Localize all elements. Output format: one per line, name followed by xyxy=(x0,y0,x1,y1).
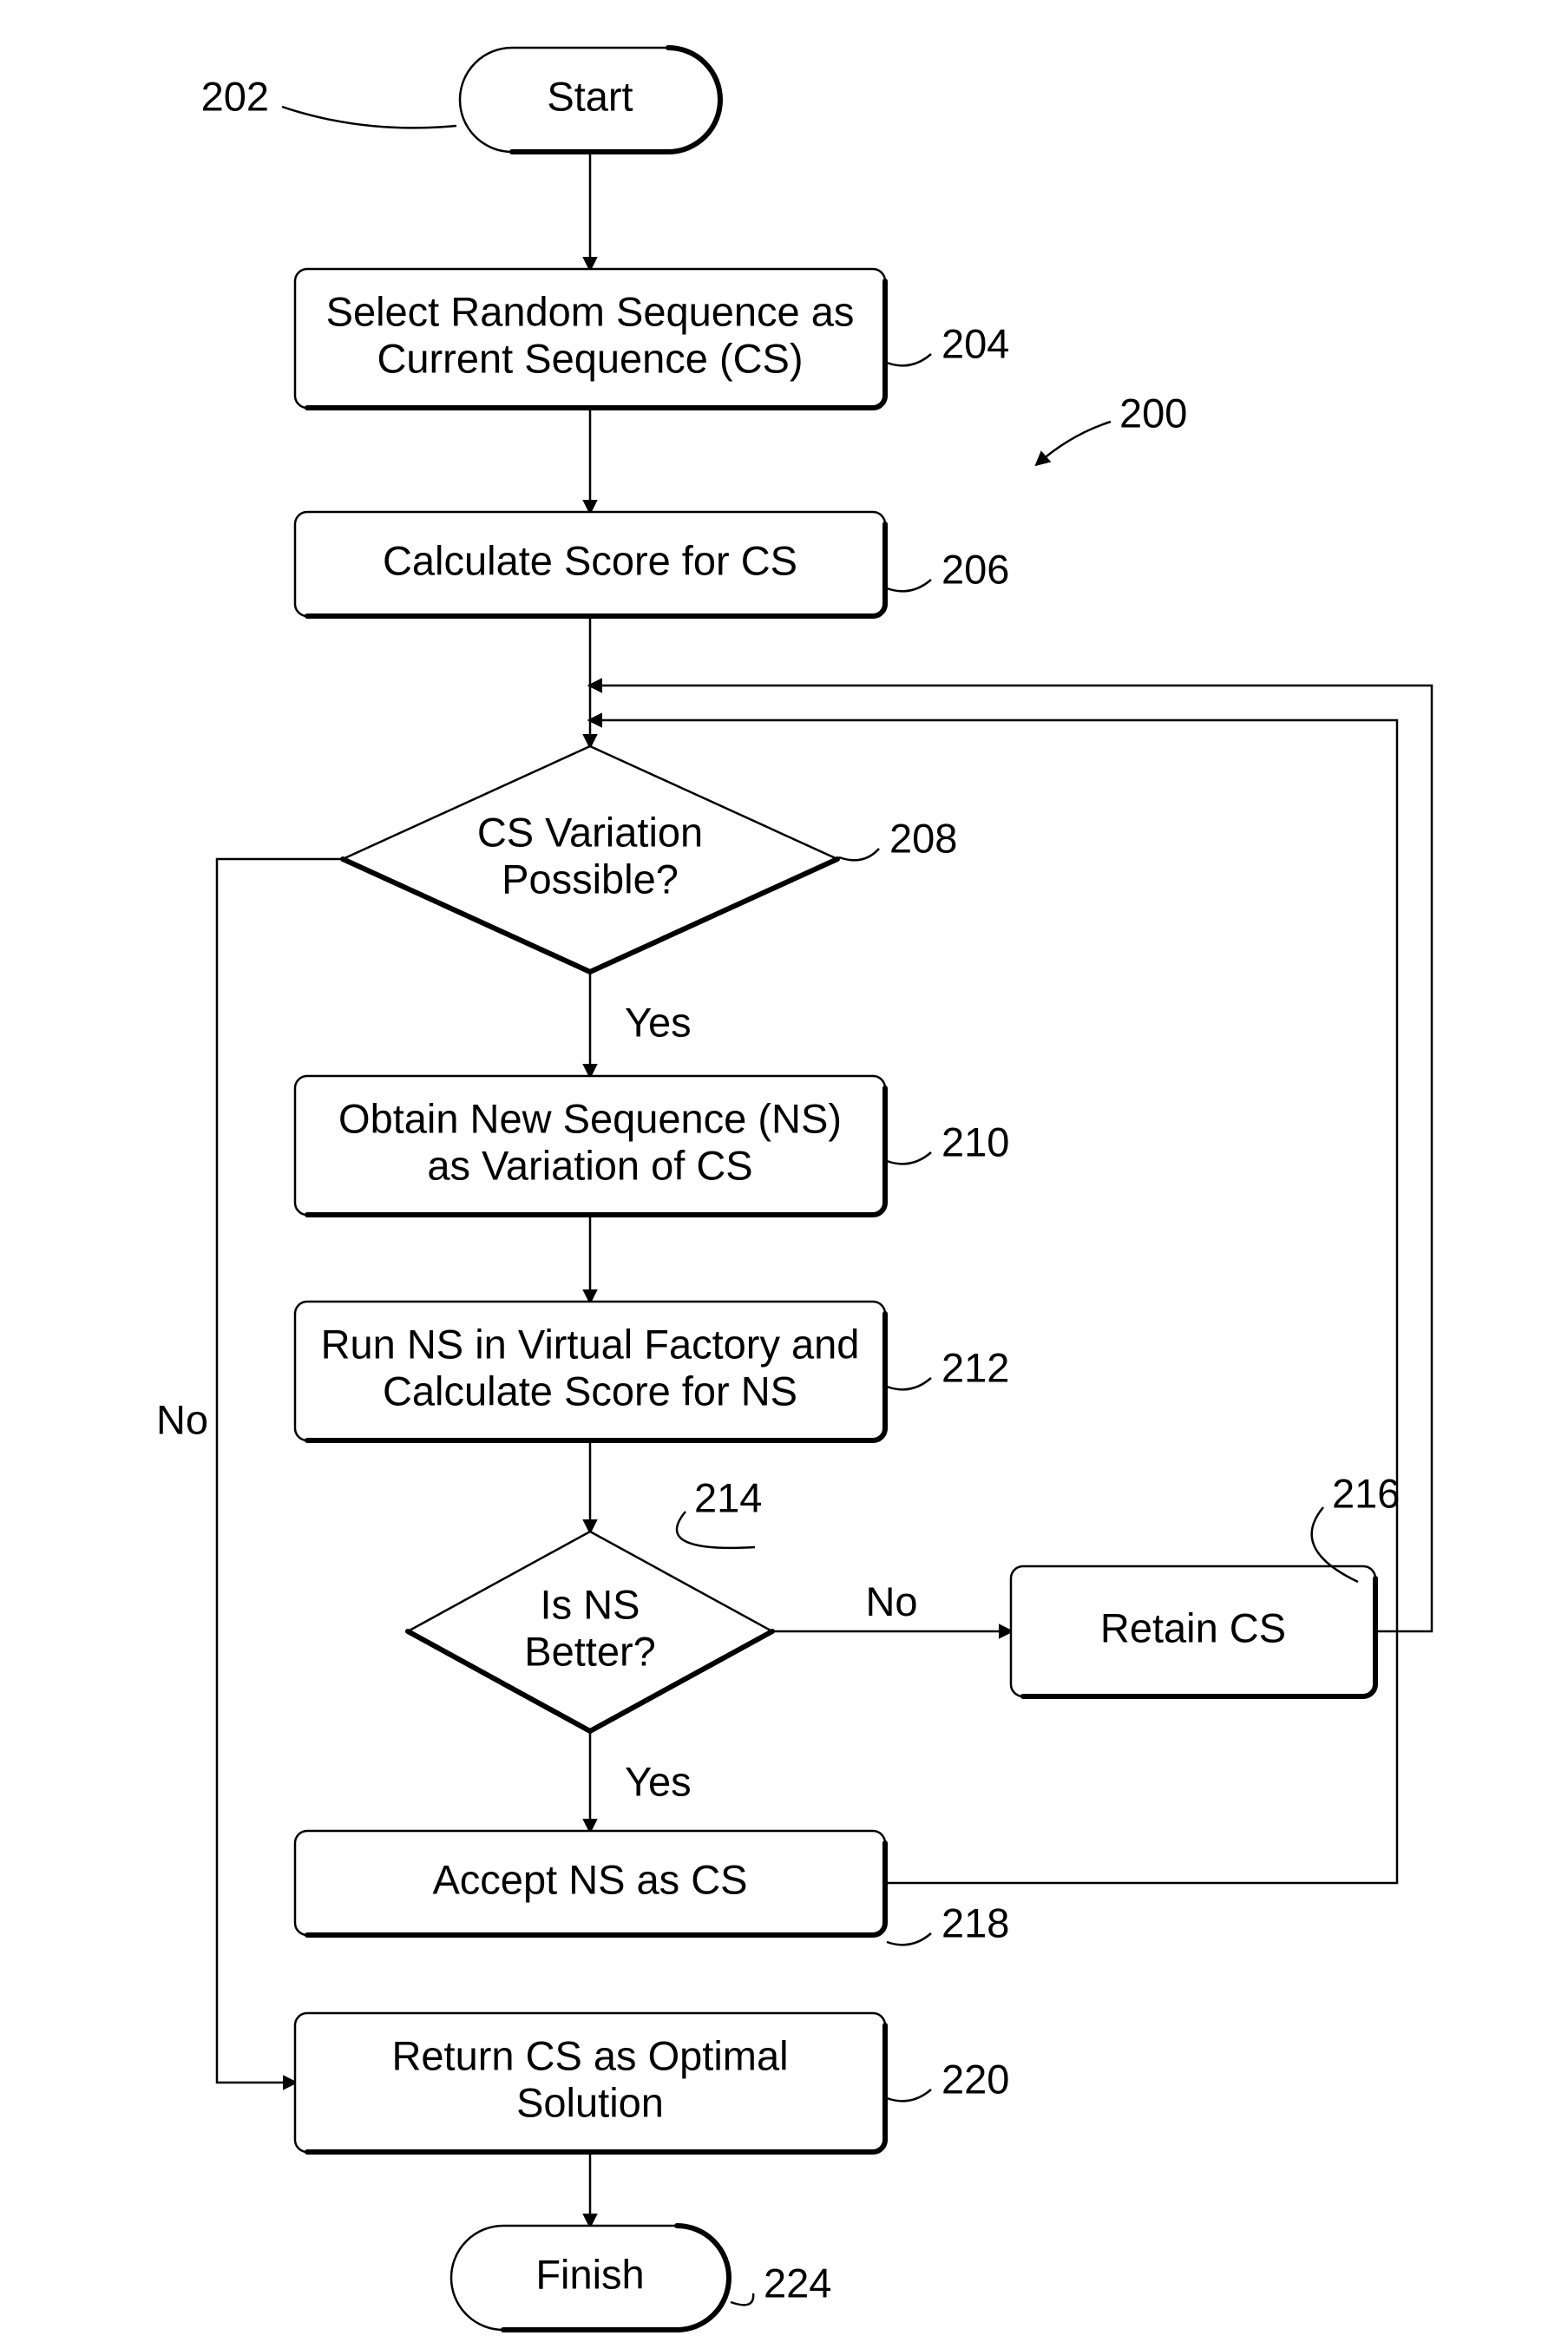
node-text: Accept NS as CS xyxy=(432,1856,747,1902)
node-text: Return CS as Optimal xyxy=(391,2032,788,2078)
edge-label: Yes xyxy=(625,1758,692,1804)
node-text: Obtain New Sequence (NS) xyxy=(338,1095,842,1141)
node-text: Current Sequence (CS) xyxy=(377,335,803,381)
node-text: as Variation of CS xyxy=(427,1142,752,1188)
node-text: Start xyxy=(547,73,633,119)
node-n218: Accept NS as CS xyxy=(295,1831,885,1935)
node-text: Run NS in Virtual Factory and xyxy=(321,1321,860,1367)
ref-label-208: 208 xyxy=(889,815,957,861)
ref-label-220: 220 xyxy=(941,2056,1009,2102)
edge-label: No xyxy=(865,1578,917,1624)
node-text: CS Variation xyxy=(477,809,703,855)
ref-label-214: 214 xyxy=(694,1474,762,1520)
node-start: Start xyxy=(460,48,720,152)
node-n210: Obtain New Sequence (NS)as Variation of … xyxy=(295,1076,885,1215)
node-n208: CS VariationPossible? xyxy=(343,746,837,972)
edge-label: No xyxy=(156,1396,208,1442)
node-text: Finish xyxy=(535,2251,644,2297)
node-text: Solution xyxy=(516,2079,664,2125)
ref-label-202: 202 xyxy=(201,73,269,119)
node-text: Is NS xyxy=(541,1581,640,1627)
node-text: Calculate Score for CS xyxy=(383,537,797,583)
node-finish: Finish xyxy=(451,2226,729,2330)
edge-label: Yes xyxy=(625,999,692,1045)
node-text: Calculate Score for NS xyxy=(383,1368,797,1414)
node-n204: Select Random Sequence asCurrent Sequenc… xyxy=(295,269,885,408)
ref-label-210: 210 xyxy=(941,1119,1009,1164)
ref-label-204: 204 xyxy=(941,320,1009,366)
flowchart-canvas: Start Select Random Sequence asCurrent Se… xyxy=(0,0,1568,2342)
ref-label-224: 224 xyxy=(764,2260,831,2306)
ref-label-206: 206 xyxy=(941,546,1009,592)
node-n212: Run NS in Virtual Factory andCalculate S… xyxy=(295,1302,885,1440)
node-text: Better? xyxy=(524,1628,656,1674)
ref-label-216: 216 xyxy=(1332,1470,1400,1516)
node-n220: Return CS as OptimalSolution xyxy=(295,2013,885,2152)
nodes-layer: Start Select Random Sequence asCurrent Se… xyxy=(295,48,1375,2330)
ref-label-218: 218 xyxy=(941,1899,1009,1945)
figure-label-arrow xyxy=(1037,422,1111,464)
figure-label: 200 xyxy=(1119,390,1187,436)
node-text: Retain CS xyxy=(1100,1604,1286,1650)
node-text: Select Random Sequence as xyxy=(326,288,855,334)
node-n206: Calculate Score for CS xyxy=(295,512,885,616)
node-text: Possible? xyxy=(502,856,679,902)
node-n216: Retain CS xyxy=(1011,1566,1375,1696)
ref-label-212: 212 xyxy=(941,1344,1009,1390)
node-n214: Is NSBetter? xyxy=(408,1532,772,1731)
